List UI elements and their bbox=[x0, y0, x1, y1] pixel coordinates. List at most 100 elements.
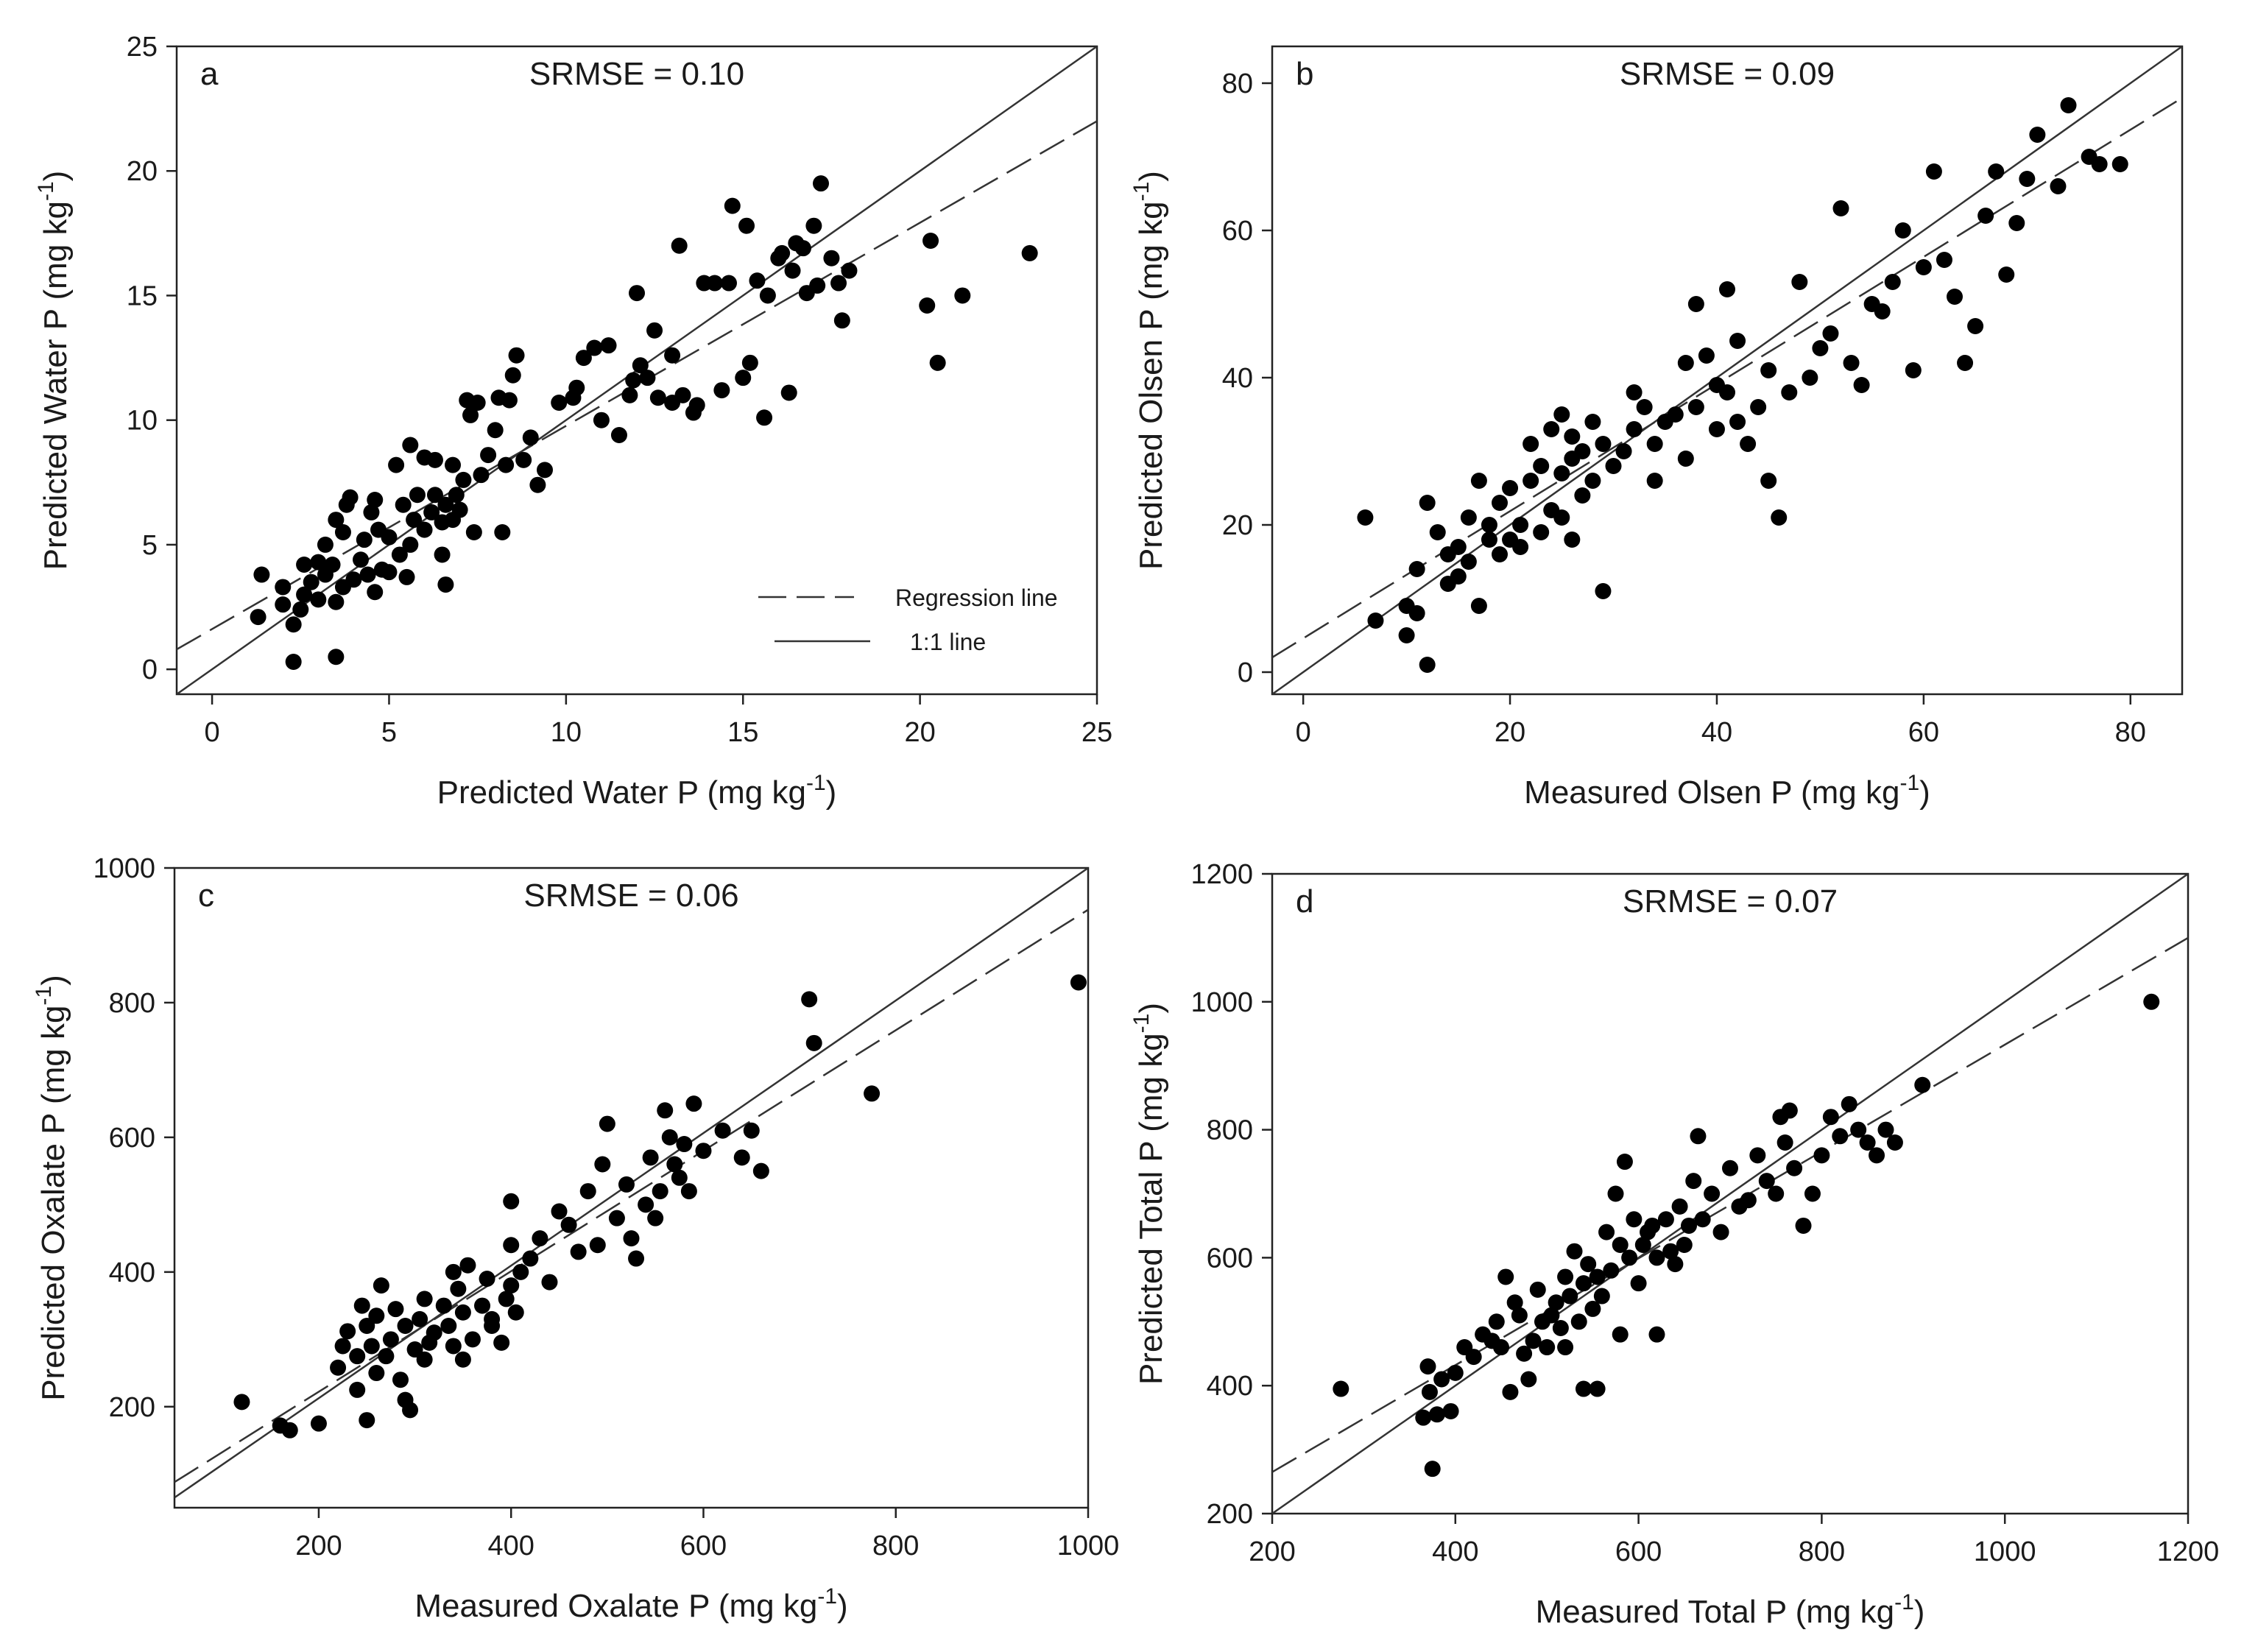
data-point bbox=[1677, 355, 1694, 371]
data-point bbox=[1584, 473, 1601, 489]
data-point bbox=[1681, 1217, 1698, 1234]
x-axis-label-close: ) bbox=[837, 1588, 848, 1624]
data-point bbox=[1523, 473, 1539, 489]
data-point bbox=[1988, 163, 2005, 180]
x-axis-label-close: ) bbox=[1919, 774, 1930, 811]
data-point bbox=[621, 386, 638, 403]
data-point bbox=[1648, 1326, 1665, 1343]
data-point bbox=[2029, 127, 2046, 143]
data-point bbox=[1760, 473, 1777, 489]
data-point bbox=[1421, 1383, 1438, 1400]
data-point bbox=[1957, 355, 1974, 371]
plot-frame bbox=[173, 866, 1090, 1509]
legend-one-to-one-label: 1:1 line bbox=[910, 629, 986, 655]
data-point bbox=[1460, 509, 1477, 526]
data-point bbox=[473, 467, 490, 484]
data-point bbox=[813, 175, 829, 192]
data-point bbox=[1722, 1159, 1738, 1176]
data-point bbox=[1874, 303, 1891, 320]
data-point bbox=[646, 322, 663, 339]
data-point bbox=[1021, 244, 1038, 261]
data-point bbox=[1886, 1134, 1903, 1151]
data-point bbox=[713, 382, 730, 399]
data-point bbox=[1776, 1134, 1793, 1151]
x-tick-label: 15 bbox=[727, 717, 758, 748]
data-point bbox=[1605, 458, 1622, 474]
x-tick-label: 60 bbox=[1908, 717, 1939, 748]
data-point bbox=[1698, 347, 1715, 364]
data-point bbox=[1869, 1147, 1885, 1164]
data-point bbox=[522, 1250, 539, 1267]
data-point bbox=[503, 1193, 520, 1210]
y-axis-label: Predicted Water P (mg kg-1) bbox=[34, 171, 74, 571]
data-point bbox=[281, 1422, 298, 1439]
x-axis-label-text: Predicted Water P (mg kg bbox=[437, 774, 806, 811]
data-point bbox=[454, 1351, 471, 1368]
data-point bbox=[1543, 421, 1560, 437]
data-point bbox=[402, 437, 419, 453]
x-tick-label: 400 bbox=[1432, 1536, 1478, 1567]
data-point bbox=[469, 395, 486, 411]
data-point bbox=[1548, 1294, 1564, 1311]
data-point bbox=[2091, 156, 2108, 172]
data-point bbox=[1648, 1249, 1665, 1266]
data-point bbox=[1977, 208, 1994, 224]
regression-line bbox=[174, 908, 1088, 1483]
data-point bbox=[2050, 178, 2067, 194]
data-point bbox=[1687, 399, 1704, 415]
data-point bbox=[1646, 436, 1663, 452]
y-tick-label: 800 bbox=[1207, 1115, 1253, 1146]
plot-frame bbox=[1271, 872, 2190, 1515]
data-point bbox=[275, 579, 292, 596]
data-point bbox=[1419, 1358, 1436, 1375]
data-point bbox=[532, 1230, 548, 1247]
data-point bbox=[402, 536, 419, 553]
data-point bbox=[328, 593, 345, 610]
y-axis-label-exponent: -1 bbox=[1129, 1014, 1154, 1034]
data-point bbox=[512, 1263, 529, 1280]
data-point bbox=[652, 1183, 668, 1200]
data-point bbox=[328, 649, 345, 666]
data-point bbox=[2008, 215, 2025, 231]
data-point bbox=[1616, 1154, 1633, 1171]
x-tick-label: 800 bbox=[872, 1531, 919, 1561]
data-point bbox=[339, 1323, 356, 1340]
data-point bbox=[593, 412, 610, 428]
y-axis-label-text: Predicted Olsen P (mg kg bbox=[1133, 201, 1169, 570]
data-point bbox=[738, 217, 755, 234]
y-tick-label: 200 bbox=[1207, 1499, 1253, 1530]
data-point bbox=[639, 370, 656, 386]
one-to-one-line bbox=[1272, 46, 2182, 694]
y-tick-label: 1000 bbox=[1190, 987, 1253, 1018]
data-point bbox=[253, 566, 270, 583]
data-point bbox=[474, 1297, 491, 1314]
data-point bbox=[1914, 1076, 1931, 1093]
data-point bbox=[391, 546, 408, 563]
data-point bbox=[1575, 1380, 1592, 1397]
data-point bbox=[353, 551, 369, 568]
y-tick-label: 60 bbox=[1222, 216, 1253, 247]
data-point bbox=[1450, 539, 1467, 555]
data-point bbox=[368, 1307, 385, 1324]
regression-line bbox=[1272, 96, 2182, 659]
data-point bbox=[1621, 1249, 1638, 1266]
x-tick-label: 20 bbox=[1495, 717, 1525, 748]
data-point bbox=[296, 586, 313, 603]
data-point bbox=[1708, 421, 1725, 437]
data-point bbox=[805, 1034, 822, 1051]
data-point bbox=[929, 354, 946, 371]
data-point bbox=[1553, 406, 1570, 423]
data-point bbox=[1493, 1339, 1509, 1356]
x-tick-label: 25 bbox=[1082, 717, 1112, 748]
x-axis-label: Measured Oxalate P (mg kg-1) bbox=[414, 1584, 847, 1624]
data-point bbox=[1516, 1345, 1533, 1362]
chart-panel-d: 200 400 600 800 1000 1200 200 400 600 800 1000 1200… bbox=[1129, 859, 2219, 1630]
data-point bbox=[406, 512, 423, 529]
x-axis-label-close: ) bbox=[1914, 1594, 1925, 1630]
panel-label: d bbox=[1296, 883, 1313, 919]
data-point bbox=[733, 1149, 750, 1166]
data-point bbox=[381, 529, 398, 546]
data-point bbox=[594, 1156, 611, 1173]
data-point bbox=[459, 1257, 476, 1274]
